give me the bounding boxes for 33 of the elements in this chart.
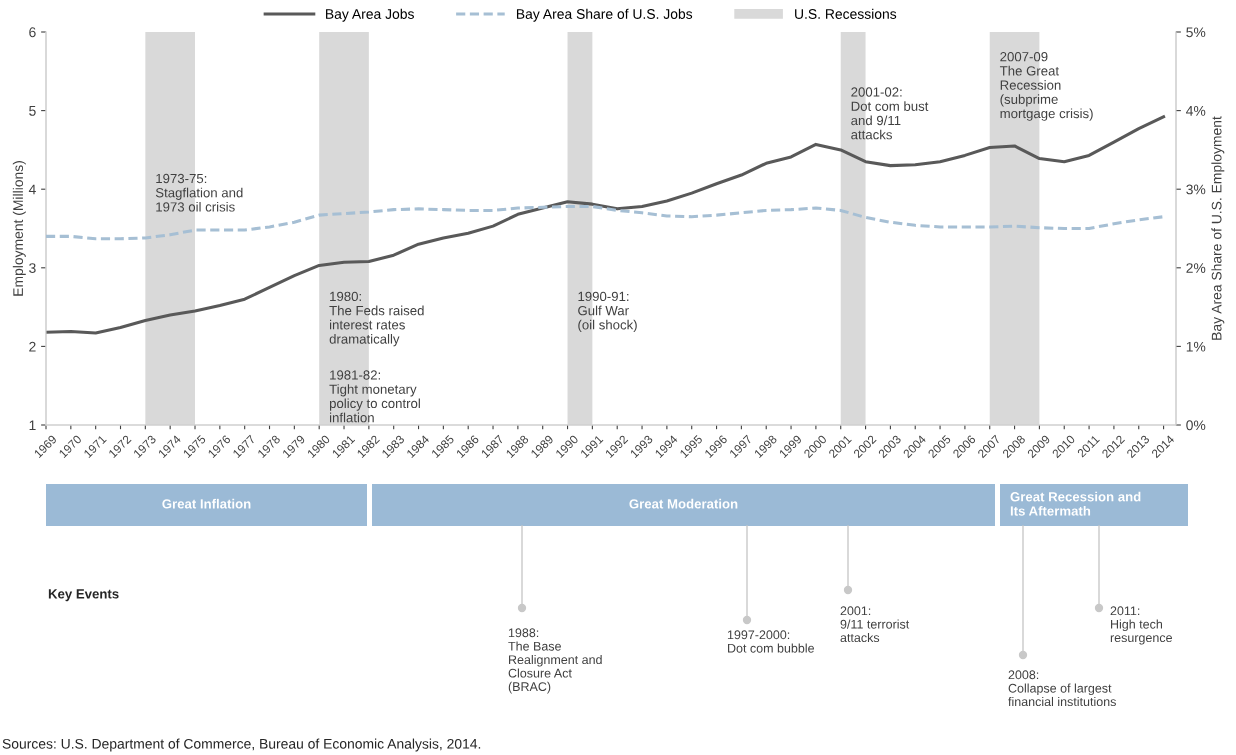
annotation: 1973-75: Stagflation and 1973 oil crisis [155, 173, 243, 212]
annotation: 1981-82: Tight monetary policy to control inflation [329, 370, 420, 423]
text: Great Recession and Its Aftermath [1010, 491, 1141, 516]
annotation: 1980: The Feds raised interest rates dramatically [329, 291, 424, 347]
legend-label: Bay Area Jobs [326, 8, 414, 22]
y2-tick-label: 3% [1186, 184, 1206, 195]
y-tick-label: 2 [29, 341, 36, 352]
y-tick-label: 5 [29, 106, 36, 116]
y2-tick-label: 2% [1186, 263, 1206, 273]
y-tick-label: 1 [29, 420, 36, 431]
source-note: Sources: U.S. Department of Commerce, Bureau of Economic Analysis, 2014. [2, 738, 481, 752]
y-tick-label: 3 [29, 263, 36, 273]
legend-label: Bay Area Share of U.S. Jobs [516, 8, 693, 22]
text: 1997-2000: Dot com bubble [727, 630, 814, 653]
text: Great Inflation [162, 498, 251, 509]
y2-axis-title: Bay Area Share of U.S. Employment [1211, 116, 1225, 340]
text: Great Moderation [629, 498, 738, 509]
text: 2011: High tech resurgence [1110, 606, 1172, 645]
annotation: 1990-91: Gulf War (oil shock) [578, 291, 637, 333]
text: 2001: 9/11 terrorist attacks [840, 606, 910, 643]
text: 2008: Collapse of largest financial institutions [1008, 670, 1116, 707]
legend-label: U.S. Recessions [795, 8, 897, 19]
annotation: 2001-02: Dot com bust and 9/11 attacks [851, 87, 929, 140]
annotation: 2007-09 The Great Recession (subprime mortgage crisis) [999, 52, 1093, 121]
y-axis-title: Employment (Millions) [12, 161, 26, 296]
text: Key Events [48, 589, 119, 602]
y-tick-label: 4 [28, 184, 36, 195]
y-tick-label: 6 [29, 27, 36, 38]
y2-tick-label: 5% [1186, 27, 1206, 38]
text: 1988: The Base Realignment and Closure Act (BRAC) [508, 628, 602, 694]
y2-tick-label: 4% [1186, 105, 1206, 116]
y2-tick-label: 0% [1186, 420, 1206, 431]
y2-tick-label: 1% [1186, 341, 1206, 352]
